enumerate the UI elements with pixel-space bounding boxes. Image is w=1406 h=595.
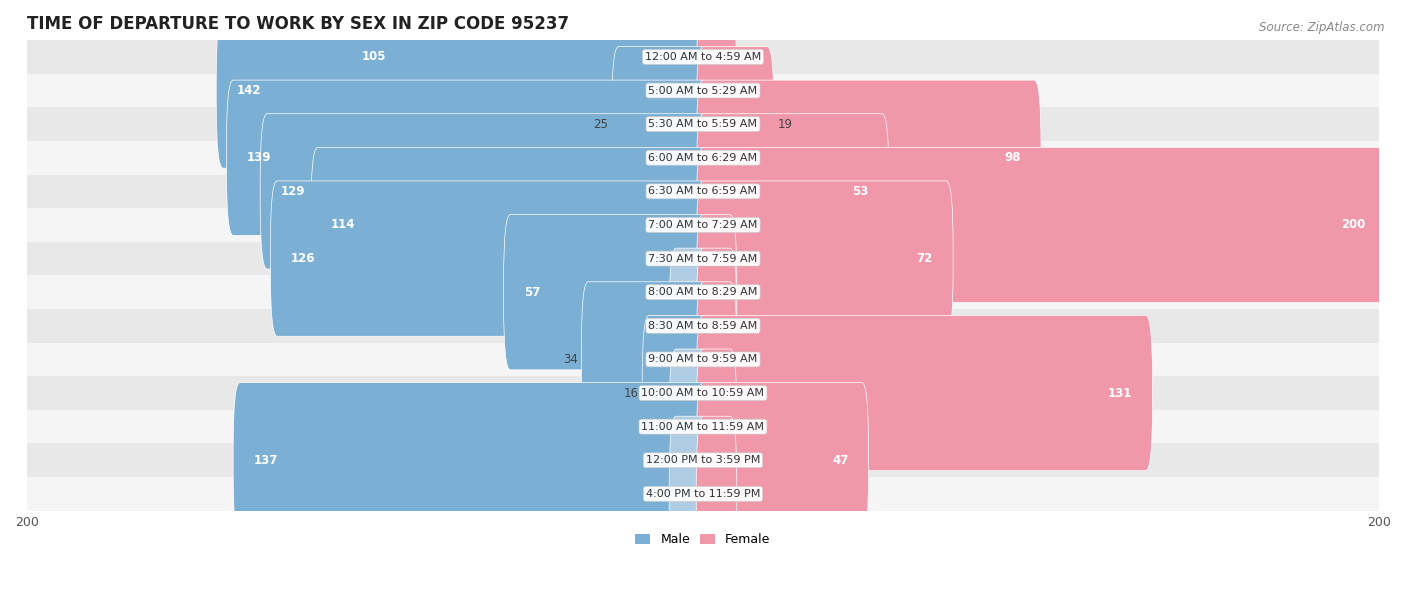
FancyBboxPatch shape	[503, 215, 710, 370]
Text: Source: ZipAtlas.com: Source: ZipAtlas.com	[1260, 21, 1385, 34]
FancyBboxPatch shape	[342, 0, 710, 134]
FancyBboxPatch shape	[669, 416, 710, 572]
Bar	[27, 74, 1379, 107]
Text: 0: 0	[740, 487, 748, 500]
FancyBboxPatch shape	[696, 416, 737, 572]
FancyBboxPatch shape	[696, 13, 737, 168]
Text: 0: 0	[740, 420, 748, 433]
Text: 10:00 AM to 10:59 AM: 10:00 AM to 10:59 AM	[641, 388, 765, 398]
Text: 139: 139	[246, 151, 271, 164]
Bar	[27, 40, 1379, 74]
Bar	[27, 242, 1379, 275]
FancyBboxPatch shape	[226, 80, 710, 236]
Bar	[27, 107, 1379, 141]
Text: 8:00 AM to 8:29 AM: 8:00 AM to 8:29 AM	[648, 287, 758, 298]
Text: 114: 114	[332, 218, 356, 231]
Text: 25: 25	[593, 118, 609, 131]
FancyBboxPatch shape	[696, 248, 737, 403]
Text: 47: 47	[832, 454, 848, 466]
FancyBboxPatch shape	[696, 215, 737, 370]
Text: 57: 57	[524, 286, 540, 299]
FancyBboxPatch shape	[696, 282, 737, 437]
Text: 0: 0	[658, 420, 666, 433]
Text: 6:00 AM to 6:29 AM: 6:00 AM to 6:29 AM	[648, 153, 758, 163]
Text: 0: 0	[740, 51, 748, 64]
Text: TIME OF DEPARTURE TO WORK BY SEX IN ZIP CODE 95237: TIME OF DEPARTURE TO WORK BY SEX IN ZIP …	[27, 15, 569, 33]
Text: 105: 105	[361, 51, 387, 64]
FancyBboxPatch shape	[270, 181, 710, 336]
FancyBboxPatch shape	[311, 148, 710, 303]
Text: 5:00 AM to 5:29 AM: 5:00 AM to 5:29 AM	[648, 86, 758, 96]
Text: 0: 0	[740, 320, 748, 333]
Bar	[27, 141, 1379, 174]
Text: 0: 0	[658, 487, 666, 500]
Text: 7: 7	[740, 353, 748, 366]
Text: 137: 137	[253, 454, 278, 466]
Bar	[27, 343, 1379, 376]
Text: 126: 126	[291, 252, 315, 265]
Bar	[27, 443, 1379, 477]
FancyBboxPatch shape	[260, 114, 710, 269]
Bar	[27, 275, 1379, 309]
Text: 11:00 AM to 11:59 AM: 11:00 AM to 11:59 AM	[641, 422, 765, 431]
Text: 98: 98	[1004, 151, 1021, 164]
Text: 19: 19	[778, 118, 793, 131]
Text: 6: 6	[740, 84, 748, 97]
Text: 9:00 AM to 9:59 AM: 9:00 AM to 9:59 AM	[648, 355, 758, 364]
Text: 6:30 AM to 6:59 AM: 6:30 AM to 6:59 AM	[648, 186, 758, 196]
Bar	[27, 174, 1379, 208]
FancyBboxPatch shape	[217, 13, 710, 168]
Text: 12:00 PM to 3:59 PM: 12:00 PM to 3:59 PM	[645, 455, 761, 465]
FancyBboxPatch shape	[696, 46, 773, 202]
Text: 16: 16	[624, 387, 638, 399]
FancyBboxPatch shape	[612, 46, 710, 202]
Bar	[27, 477, 1379, 511]
FancyBboxPatch shape	[696, 0, 737, 134]
FancyBboxPatch shape	[581, 282, 710, 437]
FancyBboxPatch shape	[233, 383, 710, 538]
Bar	[27, 410, 1379, 443]
Text: 7:30 AM to 7:59 AM: 7:30 AM to 7:59 AM	[648, 253, 758, 264]
FancyBboxPatch shape	[696, 80, 1040, 236]
Bar	[27, 376, 1379, 410]
FancyBboxPatch shape	[643, 315, 710, 471]
Text: 72: 72	[917, 252, 932, 265]
FancyBboxPatch shape	[696, 181, 953, 336]
Bar	[27, 208, 1379, 242]
FancyBboxPatch shape	[696, 114, 889, 269]
Text: 53: 53	[852, 185, 869, 198]
Text: 4:00 PM to 11:59 PM: 4:00 PM to 11:59 PM	[645, 489, 761, 499]
FancyBboxPatch shape	[669, 349, 710, 505]
FancyBboxPatch shape	[696, 315, 1153, 471]
FancyBboxPatch shape	[696, 383, 869, 538]
Text: 12:00 AM to 4:59 AM: 12:00 AM to 4:59 AM	[645, 52, 761, 62]
Text: 7:00 AM to 7:29 AM: 7:00 AM to 7:29 AM	[648, 220, 758, 230]
Text: 200: 200	[1341, 218, 1365, 231]
Text: 131: 131	[1108, 387, 1132, 399]
Bar	[27, 309, 1379, 343]
Text: 5:30 AM to 5:59 AM: 5:30 AM to 5:59 AM	[648, 119, 758, 129]
Legend: Male, Female: Male, Female	[630, 528, 776, 552]
Text: 142: 142	[236, 84, 262, 97]
FancyBboxPatch shape	[696, 349, 737, 505]
Text: 8:30 AM to 8:59 AM: 8:30 AM to 8:59 AM	[648, 321, 758, 331]
FancyBboxPatch shape	[669, 248, 710, 403]
FancyBboxPatch shape	[696, 148, 1386, 303]
Text: 129: 129	[280, 185, 305, 198]
Text: 0: 0	[740, 286, 748, 299]
Text: 34: 34	[562, 353, 578, 366]
Text: 0: 0	[658, 320, 666, 333]
